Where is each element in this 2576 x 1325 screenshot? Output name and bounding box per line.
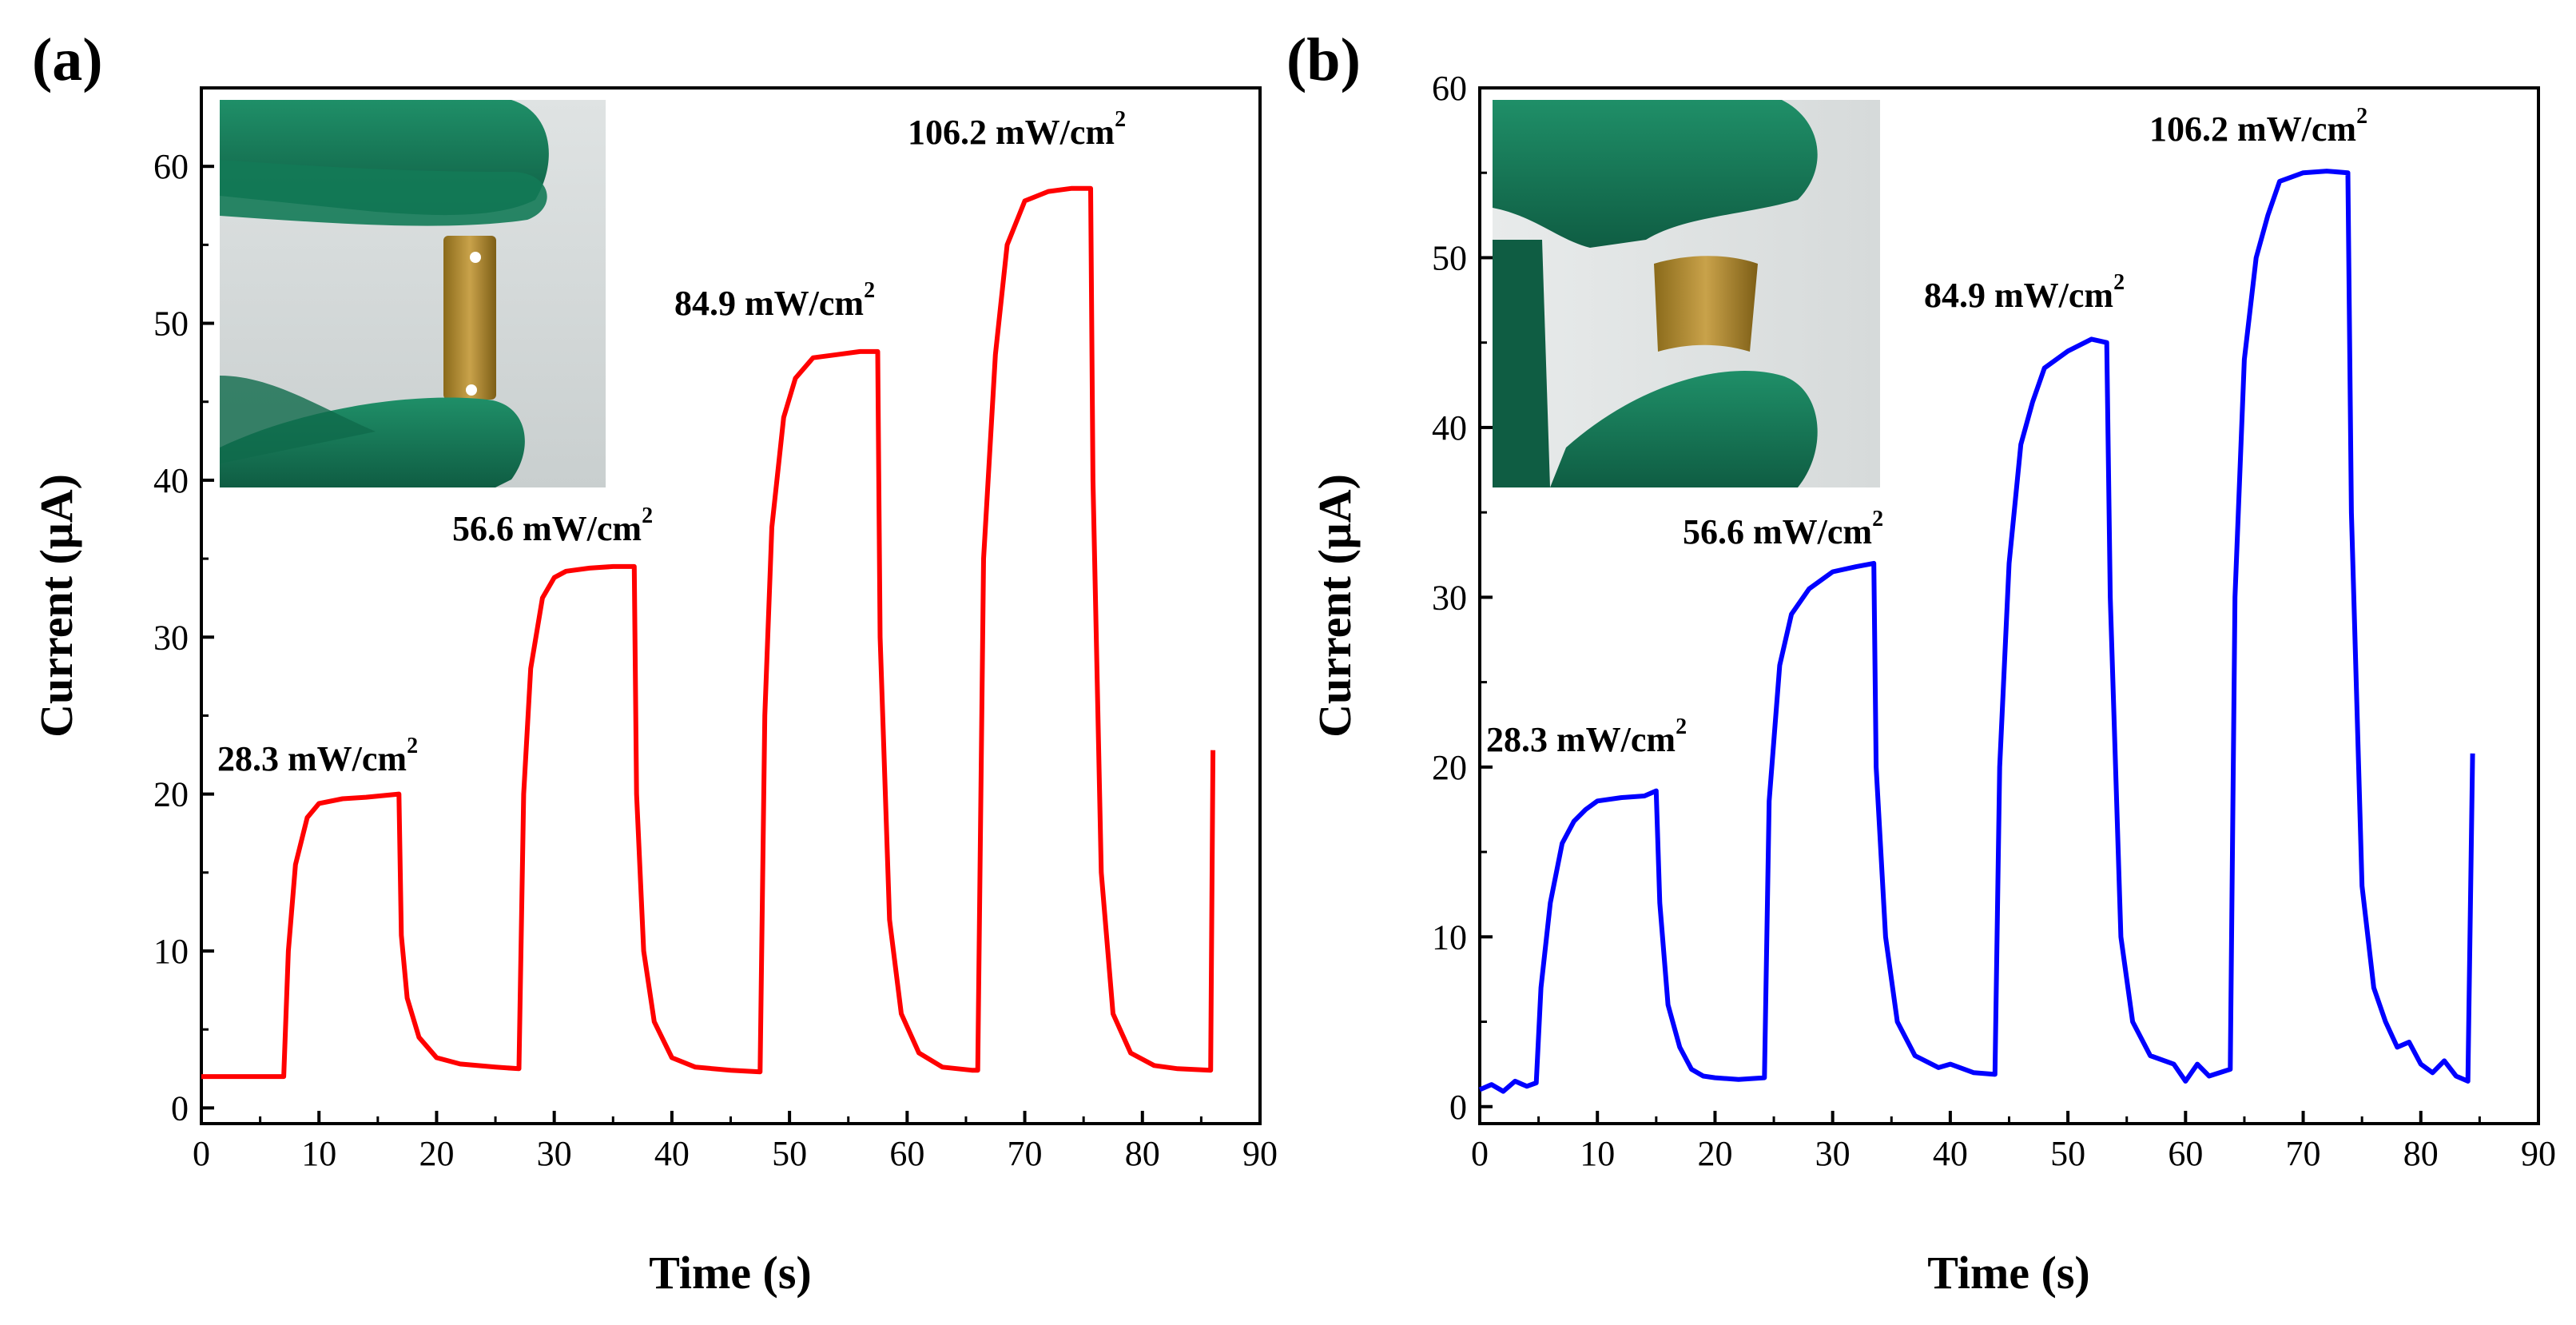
annotation-b-2: 84.9 mW/cm2 xyxy=(1924,270,2125,315)
x-tick-label-b-1: 10 xyxy=(1580,1134,1615,1173)
annotations-b: 28.3 mW/cm2 56.6 mW/cm2 84.9 mW/cm2 106.… xyxy=(1486,104,2367,759)
series-line-b xyxy=(1478,169,2475,1094)
y-axis-label-b: Current (μA) xyxy=(1309,474,1361,738)
y-tick-label-a-5: 50 xyxy=(153,304,189,344)
ticks-a: 0 10 20 30 40 50 60 70 80 90 0 10 20 30 40 50 60 xyxy=(153,147,1278,1173)
y-tick-label-b-1: 10 xyxy=(1432,917,1467,957)
x-tick-label-b-9: 90 xyxy=(2521,1134,2556,1173)
annotation-a-1: 56.6 mW/cm2 xyxy=(452,503,653,548)
x-tick-label-b-2: 20 xyxy=(1697,1134,1732,1173)
x-tick-label-a-2: 20 xyxy=(419,1134,454,1173)
y-tick-label-b-6: 60 xyxy=(1432,69,1467,108)
x-tick-label-b-4: 40 xyxy=(1933,1134,1968,1173)
annotation-a-2: 84.9 mW/cm2 xyxy=(674,278,875,323)
x-tick-label-b-6: 60 xyxy=(2168,1134,2203,1173)
series-line-a xyxy=(201,185,1216,1080)
y-tick-label-a-2: 20 xyxy=(153,775,189,814)
panel-label-a: (a) xyxy=(32,26,103,94)
y-tick-label-a-0: 0 xyxy=(171,1088,189,1128)
y-tick-label-b-2: 20 xyxy=(1432,748,1467,787)
inset-photo-a xyxy=(220,100,606,487)
x-tick-label-b-7: 70 xyxy=(2286,1134,2321,1173)
y-tick-label-b-4: 40 xyxy=(1432,408,1467,448)
y-tick-label-a-1: 10 xyxy=(153,932,189,971)
x-tick-label-a-3: 30 xyxy=(537,1134,572,1173)
annotation-b-3: 106.2 mW/cm2 xyxy=(2149,104,2367,149)
x-tick-label-a-0: 0 xyxy=(193,1134,210,1173)
x-tick-label-b-8: 80 xyxy=(2403,1134,2439,1173)
y-tick-label-b-3: 30 xyxy=(1432,578,1467,617)
x-tick-label-a-6: 60 xyxy=(889,1134,924,1173)
annotation-b-1: 56.6 mW/cm2 xyxy=(1683,507,1883,551)
panel-label-b: (b) xyxy=(1286,26,1361,94)
annotation-a-3: 106.2 mW/cm2 xyxy=(908,107,1126,152)
inset-photo-b xyxy=(1493,100,1880,487)
annotation-b-0: 28.3 mW/cm2 xyxy=(1486,714,1687,759)
y-tick-label-a-6: 60 xyxy=(153,147,189,186)
x-tick-label-b-3: 30 xyxy=(1815,1134,1851,1173)
x-axis-label-b: Time (s) xyxy=(1927,1247,2090,1299)
y-axis-label-a: Current (μA) xyxy=(30,474,82,738)
panel-b: (b) 0 10 20 30 40 50 60 70 80 90 0 10 20 30 40 50 60 28.… xyxy=(1286,26,2556,1299)
x-tick-label-b-5: 50 xyxy=(2050,1134,2085,1173)
x-tick-label-b-0: 0 xyxy=(1471,1134,1489,1173)
x-tick-label-a-4: 40 xyxy=(654,1134,690,1173)
y-tick-label-a-4: 40 xyxy=(153,461,189,500)
x-tick-label-a-9: 90 xyxy=(1242,1134,1278,1173)
ticks-b: 0 10 20 30 40 50 60 70 80 90 0 10 20 30 40 50 60 xyxy=(1432,69,2556,1173)
annotations-a: 28.3 mW/cm2 56.6 mW/cm2 84.9 mW/cm2 106.… xyxy=(217,107,1126,778)
y-tick-label-b-5: 50 xyxy=(1432,238,1467,277)
x-tick-label-a-1: 10 xyxy=(301,1134,336,1173)
y-tick-label-b-0: 0 xyxy=(1449,1088,1467,1127)
panel-a: (a) 0 10 20 30 40 50 60 70 80 90 0 10 20 30 40 50 60 28.… xyxy=(30,26,1278,1299)
x-tick-label-a-5: 50 xyxy=(772,1134,807,1173)
annotation-a-0: 28.3 mW/cm2 xyxy=(217,734,418,778)
x-tick-label-a-8: 80 xyxy=(1125,1134,1160,1173)
x-tick-label-a-7: 70 xyxy=(1008,1134,1043,1173)
y-tick-label-a-3: 30 xyxy=(153,618,189,657)
x-axis-label-a: Time (s) xyxy=(649,1247,812,1299)
